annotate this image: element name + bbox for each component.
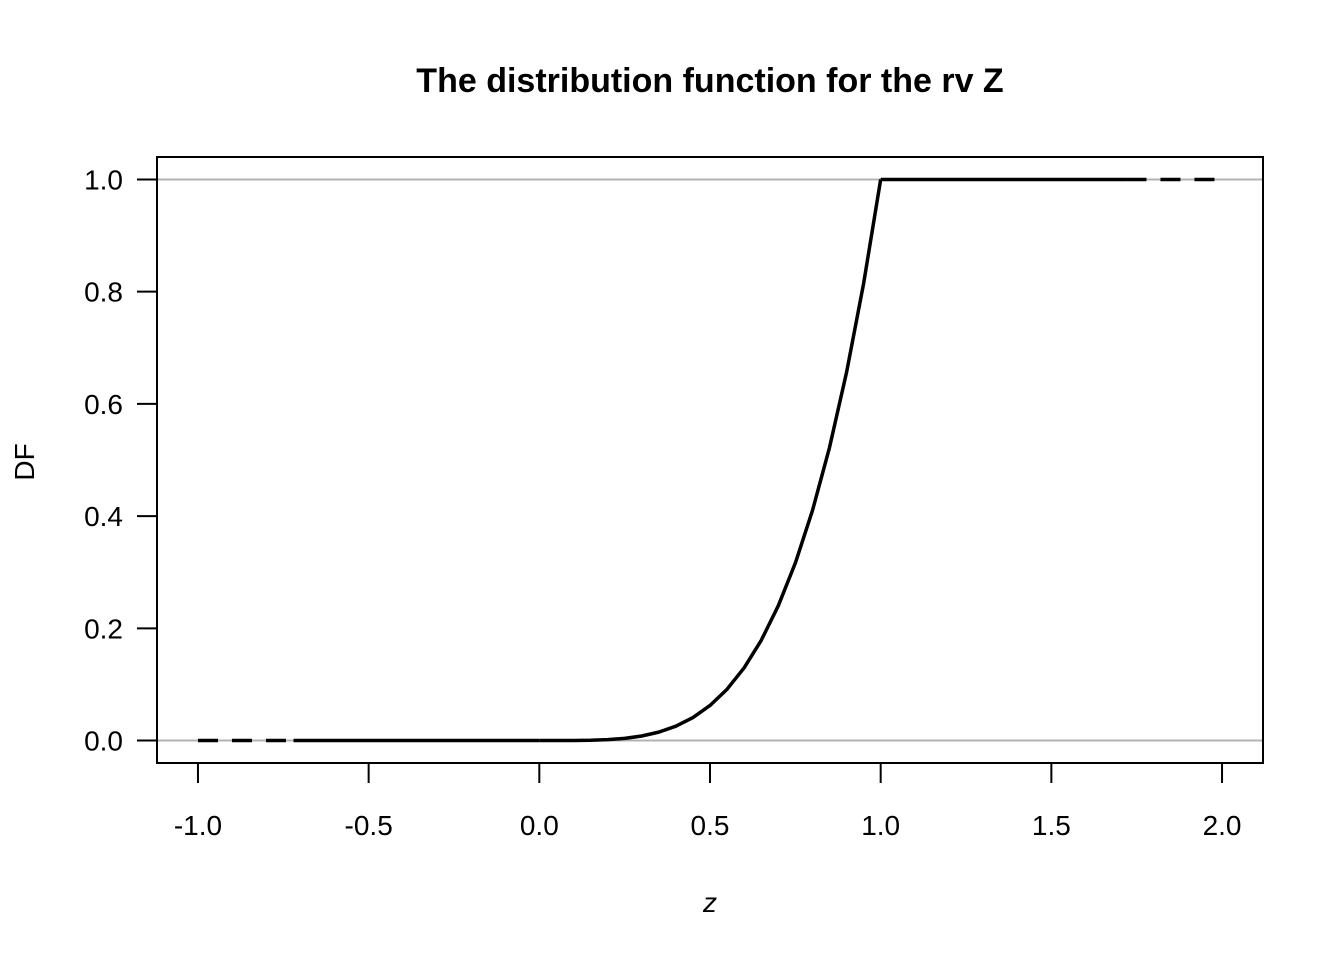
y-tick-label: 0.4 — [84, 501, 123, 532]
plot-frame — [156, 156, 1264, 764]
y-tick-label: 0.0 — [84, 726, 123, 757]
x-tick-label: 0.0 — [520, 810, 559, 841]
x-tick-label: 2.0 — [1203, 810, 1242, 841]
series-line-0 — [539, 179, 883, 743]
x-axis-label: z — [702, 887, 717, 918]
y-tick-label: 0.6 — [84, 389, 123, 420]
x-tick-label: -0.5 — [345, 810, 393, 841]
chart-title: The distribution function for the rv Z — [416, 62, 1003, 100]
y-tick-label: 0.2 — [84, 613, 123, 644]
x-tick-label: 1.0 — [861, 810, 900, 841]
x-axis: -1.0 -0.5 0.0 0.5 1.0 1.5 2.0 — [174, 763, 1242, 841]
series-layer — [197, 177, 1223, 743]
x-tick-label: 1.5 — [1032, 810, 1071, 841]
y-axis: 0.0 0.2 0.4 0.6 0.8 1.0 — [84, 164, 157, 757]
y-axis-label: DF — [9, 443, 40, 480]
x-tick-label: -1.0 — [174, 810, 222, 841]
y-tick-label: 0.8 — [84, 277, 123, 308]
x-tick-label: 0.5 — [691, 810, 730, 841]
reference-lines — [157, 178, 1263, 742]
y-tick-label: 1.0 — [84, 164, 123, 195]
